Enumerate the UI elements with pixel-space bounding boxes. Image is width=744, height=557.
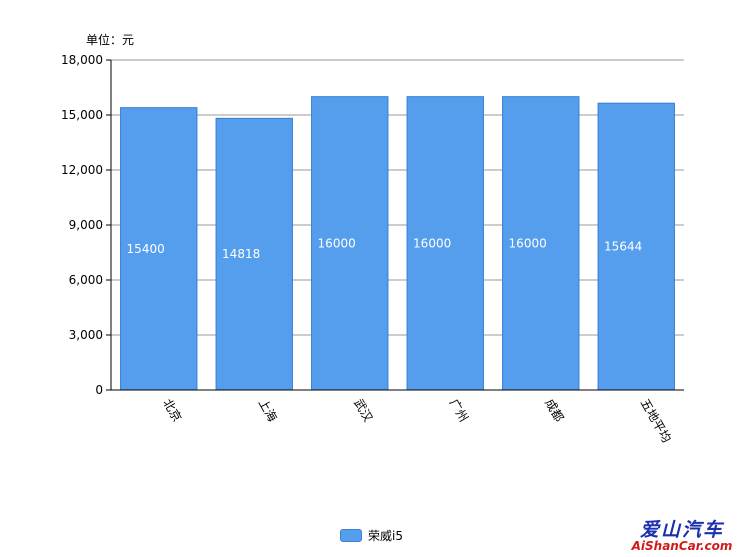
- bar: [215, 117, 293, 391]
- x-tick-label: 广州: [447, 397, 471, 425]
- y-tick-label: 3,000: [69, 328, 103, 342]
- x-tick-label: 上海: [256, 396, 281, 424]
- y-tick-label: 15,000: [61, 108, 103, 122]
- watermark-en: AiShanCar.com: [631, 539, 733, 553]
- unit-label: 单位：元: [86, 33, 135, 47]
- y-tick-label: 12,000: [61, 163, 103, 177]
- y-tick-label: 9,000: [69, 218, 103, 232]
- gridlines: [111, 59, 684, 336]
- x-tick-label: 成都: [542, 397, 566, 425]
- bar: [502, 96, 580, 391]
- data-label: 14818: [222, 247, 260, 261]
- data-label: 16000: [509, 236, 547, 250]
- bar: [311, 96, 389, 391]
- y-tick-label: 18,000: [61, 53, 103, 67]
- data-label: 16000: [318, 236, 356, 250]
- legend-label: 荣威i5: [368, 529, 403, 543]
- data-label: 16000: [413, 236, 451, 250]
- x-tick-label: 五地平均: [638, 397, 674, 446]
- data-label: 15644: [604, 240, 642, 254]
- x-tick-label: 武汉: [351, 397, 375, 425]
- watermark-cn: 爱山汽车: [639, 519, 724, 541]
- bars: [120, 96, 675, 391]
- watermark-logo: 爱山汽车 AiShanCar.com: [626, 520, 738, 553]
- bar: [406, 96, 484, 391]
- legend[interactable]: 荣威i5: [340, 527, 403, 544]
- legend-swatch: [340, 529, 362, 542]
- y-tick-label: 6,000: [69, 273, 103, 287]
- bar: [597, 102, 675, 391]
- x-tick-label: 北京: [160, 397, 184, 425]
- data-label: 15400: [127, 242, 165, 256]
- axes: [106, 59, 684, 391]
- y-tick-label: 0: [95, 383, 103, 397]
